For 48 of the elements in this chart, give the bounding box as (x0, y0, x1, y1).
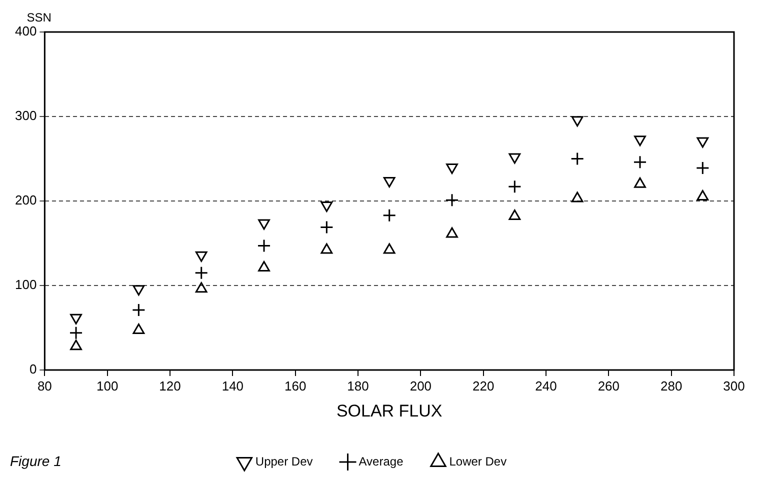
legend-label: Lower Dev (449, 454, 507, 468)
x-axis-title: SOLAR FLUX (336, 401, 442, 420)
y-tick-label: 0 (29, 362, 37, 377)
legend-label: Upper Dev (255, 454, 313, 468)
point (320, 220, 334, 234)
x-tick-label: 260 (598, 378, 620, 394)
point (383, 176, 396, 188)
legend-label: Average (358, 454, 404, 468)
point (696, 161, 710, 175)
point (696, 137, 709, 148)
x-tick-label: 100 (96, 378, 118, 394)
x-tick-label: 180 (347, 378, 369, 394)
point (194, 266, 208, 280)
point (383, 243, 396, 254)
x-tick-label: 140 (222, 378, 244, 394)
x-tick-label: 80 (37, 378, 52, 394)
x-tick-label: 280 (660, 378, 682, 394)
x-tick-label: 240 (535, 378, 557, 394)
point (382, 208, 396, 222)
point (132, 324, 145, 334)
y-axis-title: SSN (26, 10, 52, 24)
x-tick-label: 160 (284, 378, 306, 394)
y-tick-label: 100 (14, 277, 37, 292)
point (508, 180, 522, 194)
point (633, 155, 647, 169)
point (570, 152, 584, 166)
x-tick-label: 220 (472, 378, 494, 394)
point (508, 153, 521, 164)
point (446, 227, 458, 238)
point (132, 303, 146, 317)
y-tick-label: 200 (14, 192, 37, 208)
caption: Figure 1 (10, 452, 62, 469)
x-tick-label: 200 (410, 378, 432, 394)
y-tick-label: 400 (14, 24, 37, 39)
point (320, 201, 333, 212)
point (70, 340, 82, 350)
point (69, 326, 83, 340)
x-tick-label: 120 (159, 378, 181, 394)
point (446, 163, 458, 174)
point (320, 243, 333, 254)
point (257, 239, 271, 253)
point (634, 136, 646, 146)
point (195, 282, 208, 293)
point (258, 261, 270, 272)
point (445, 193, 459, 207)
x-tick-label: 300 (723, 378, 745, 394)
point (571, 116, 584, 127)
y-tick-label: 300 (14, 108, 37, 124)
